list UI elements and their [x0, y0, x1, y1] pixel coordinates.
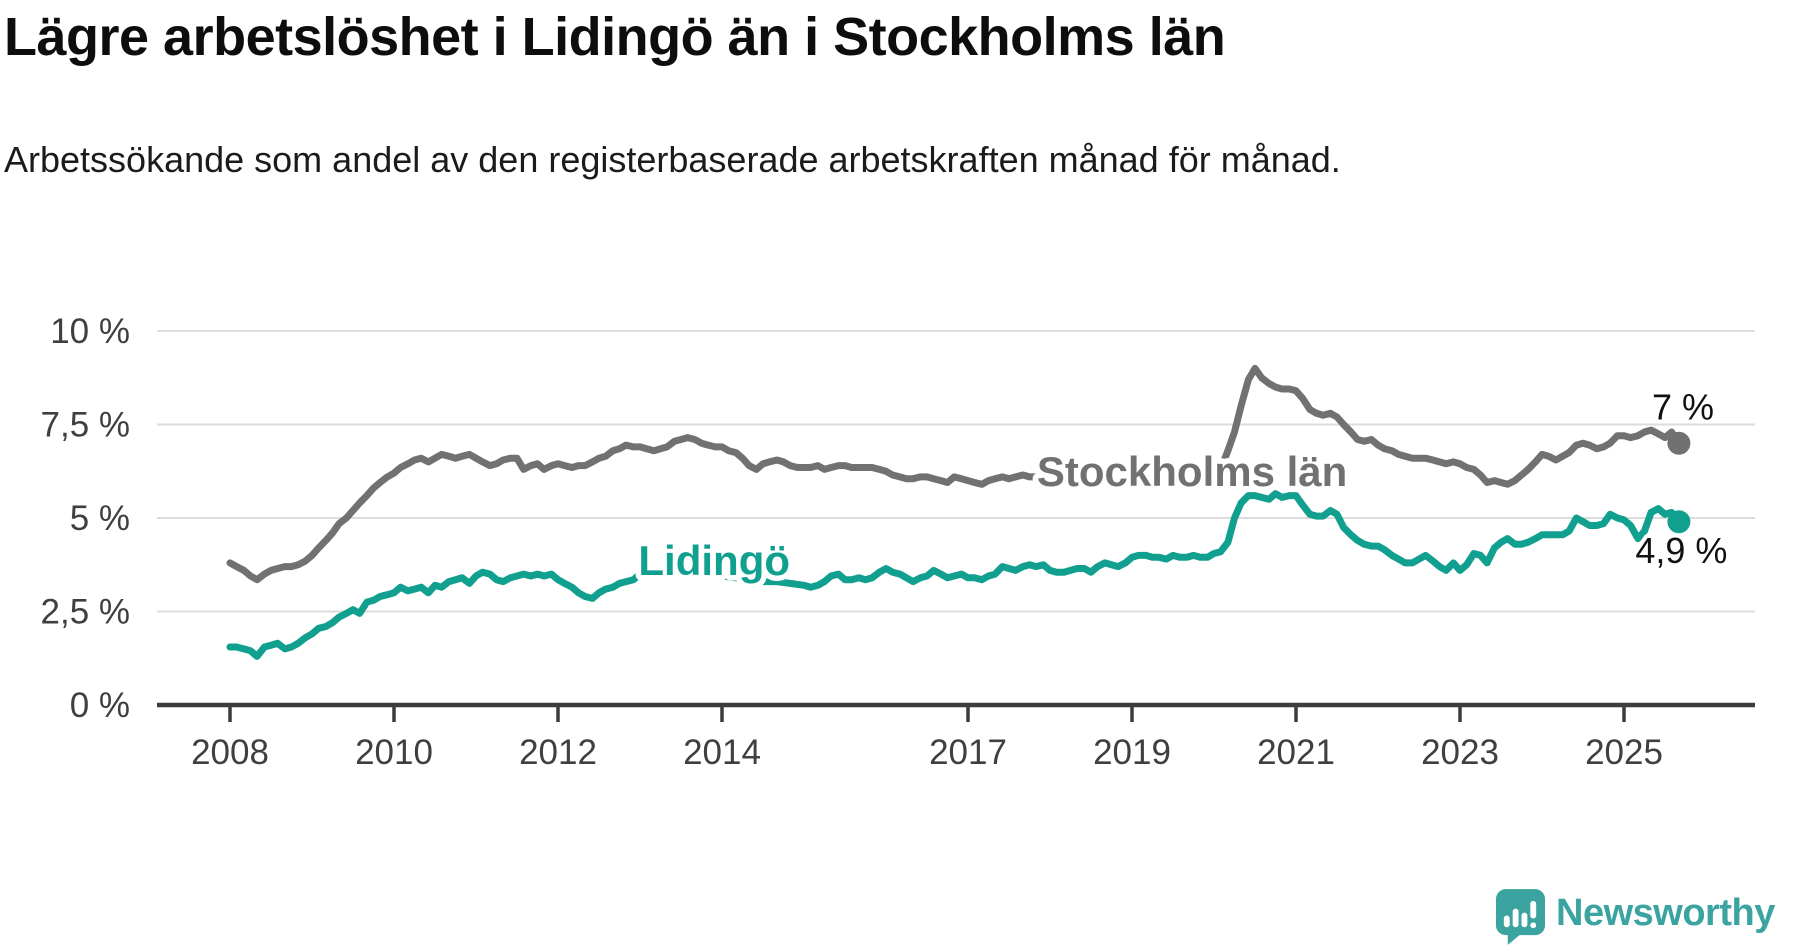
liding--series-label: Lidingö: [638, 537, 790, 584]
stockholms-l-n-line: [226, 364, 1683, 584]
chart-subtitle: Arbetssökande som andel av den registerb…: [4, 139, 1341, 180]
newsworthy-pin-barchart-icon: [1496, 889, 1545, 945]
y-axis-label-7.5: 7,5 %: [41, 406, 131, 445]
x-axis-label-2014: 2014: [683, 733, 761, 772]
stockholms-l-n-end-dot: [1667, 431, 1691, 455]
chart-title: Lägre arbetslöshet i Lidingö än i Stockh…: [4, 7, 1226, 67]
stockholms-l-n-series-label: Stockholms län: [1037, 448, 1347, 495]
x-axis-label-2023: 2023: [1421, 733, 1499, 772]
x-axis-label-2021: 2021: [1257, 733, 1335, 772]
x-axis-label-2025: 2025: [1585, 733, 1663, 772]
x-axis-label-2012: 2012: [519, 733, 597, 772]
x-axis-label-2019: 2019: [1093, 733, 1171, 772]
x-axis-label-2008: 2008: [191, 733, 269, 772]
y-axis-label-2.5: 2,5 %: [41, 593, 131, 632]
liding--end-value-label: 4,9 %: [1635, 530, 1727, 571]
newsworthy-logo: Newsworthy: [1496, 889, 1775, 945]
y-axis-label-5: 5 %: [70, 499, 130, 538]
x-axis-label-2010: 2010: [355, 733, 433, 772]
liding--end-dot: [1667, 510, 1691, 534]
newsworthy-logo-text: Newsworthy: [1556, 892, 1775, 934]
liding--line: [226, 490, 1683, 660]
x-axis-label-2017: 2017: [929, 733, 1007, 772]
unemployment-line-chart: 2008 2010 2012 2014 2017 2019 2021 2023 2025 0 % 2…: [41, 312, 1755, 772]
y-axis-label-0: 0 %: [70, 686, 130, 725]
stockholms-l-n-end-value-label: 7 %: [1652, 387, 1714, 428]
y-axis-label-10: 10 %: [50, 312, 130, 351]
